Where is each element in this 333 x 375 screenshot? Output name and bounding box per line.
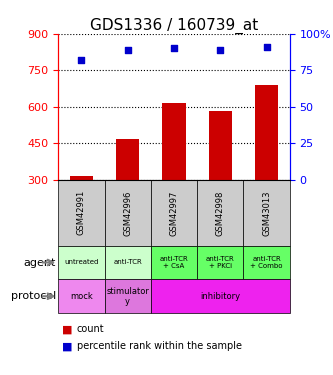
Bar	[151, 180, 197, 246]
Bar	[116, 139, 139, 180]
Text: GSM43013: GSM43013	[262, 190, 271, 236]
Text: GSM42996: GSM42996	[123, 190, 132, 236]
Bar	[105, 279, 151, 313]
Text: anti-TCR: anti-TCR	[113, 260, 142, 266]
Bar	[243, 246, 290, 279]
Point	[125, 47, 131, 53]
Text: GSM42997: GSM42997	[169, 190, 178, 236]
Bar	[151, 279, 290, 313]
Text: stimulator
y: stimulator y	[106, 286, 149, 306]
Bar	[105, 246, 151, 279]
Point	[79, 57, 84, 63]
Bar	[243, 180, 290, 246]
Text: GSM42991: GSM42991	[77, 190, 86, 236]
Bar	[209, 111, 232, 180]
Text: ■: ■	[62, 324, 72, 334]
Point	[264, 44, 269, 50]
Text: anti-TCR
+ PKCi: anti-TCR + PKCi	[206, 256, 235, 269]
Text: inhibitory: inhibitory	[200, 292, 240, 301]
Bar	[197, 180, 243, 246]
Bar	[163, 103, 185, 180]
Text: anti-TCR
+ Combo: anti-TCR + Combo	[250, 256, 283, 269]
Text: anti-TCR
+ CsA: anti-TCR + CsA	[160, 256, 188, 269]
Text: protocol: protocol	[11, 291, 56, 301]
Bar	[151, 246, 197, 279]
Point	[218, 47, 223, 53]
Text: mock: mock	[70, 292, 93, 301]
Text: percentile rank within the sample: percentile rank within the sample	[77, 341, 241, 351]
Point	[171, 45, 176, 51]
Bar	[255, 85, 278, 180]
Title: GDS1336 / 160739_at: GDS1336 / 160739_at	[90, 18, 258, 34]
Bar	[58, 246, 105, 279]
Bar	[58, 180, 105, 246]
Text: ■: ■	[62, 341, 72, 351]
Bar	[197, 246, 243, 279]
Bar	[70, 176, 93, 180]
Text: count: count	[77, 324, 104, 334]
Text: GSM42998: GSM42998	[216, 190, 225, 236]
Text: agent: agent	[24, 258, 56, 267]
Bar	[105, 180, 151, 246]
Text: untreated: untreated	[64, 260, 99, 266]
Bar	[58, 279, 105, 313]
